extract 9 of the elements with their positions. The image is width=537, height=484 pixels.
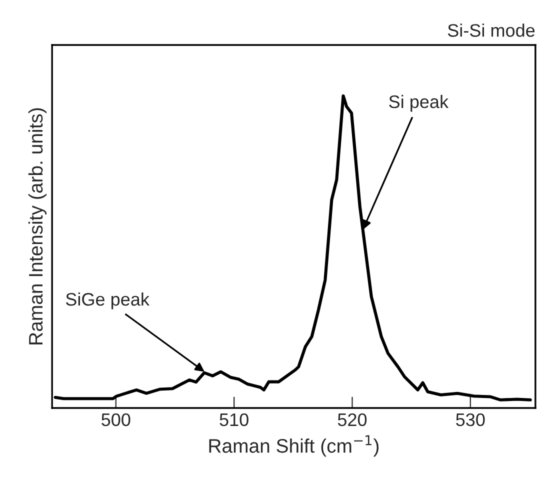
x-tick-label: 510 — [220, 413, 248, 426]
x-axis-title: Raman Shift (cm$^{−1}$) — [209, 435, 379, 457]
annotation: Si peak — [389, 94, 449, 112]
x-tick-label: 500 — [102, 413, 130, 426]
annotation: SiGe peak — [66, 292, 150, 310]
x-tick-label: 520 — [338, 413, 367, 426]
x-tick-label: 530 — [456, 413, 485, 426]
y-axis-title: Raman Intensity (arb. units) — [28, 108, 47, 344]
chart-title: Si-Si mode — [448, 24, 535, 37]
